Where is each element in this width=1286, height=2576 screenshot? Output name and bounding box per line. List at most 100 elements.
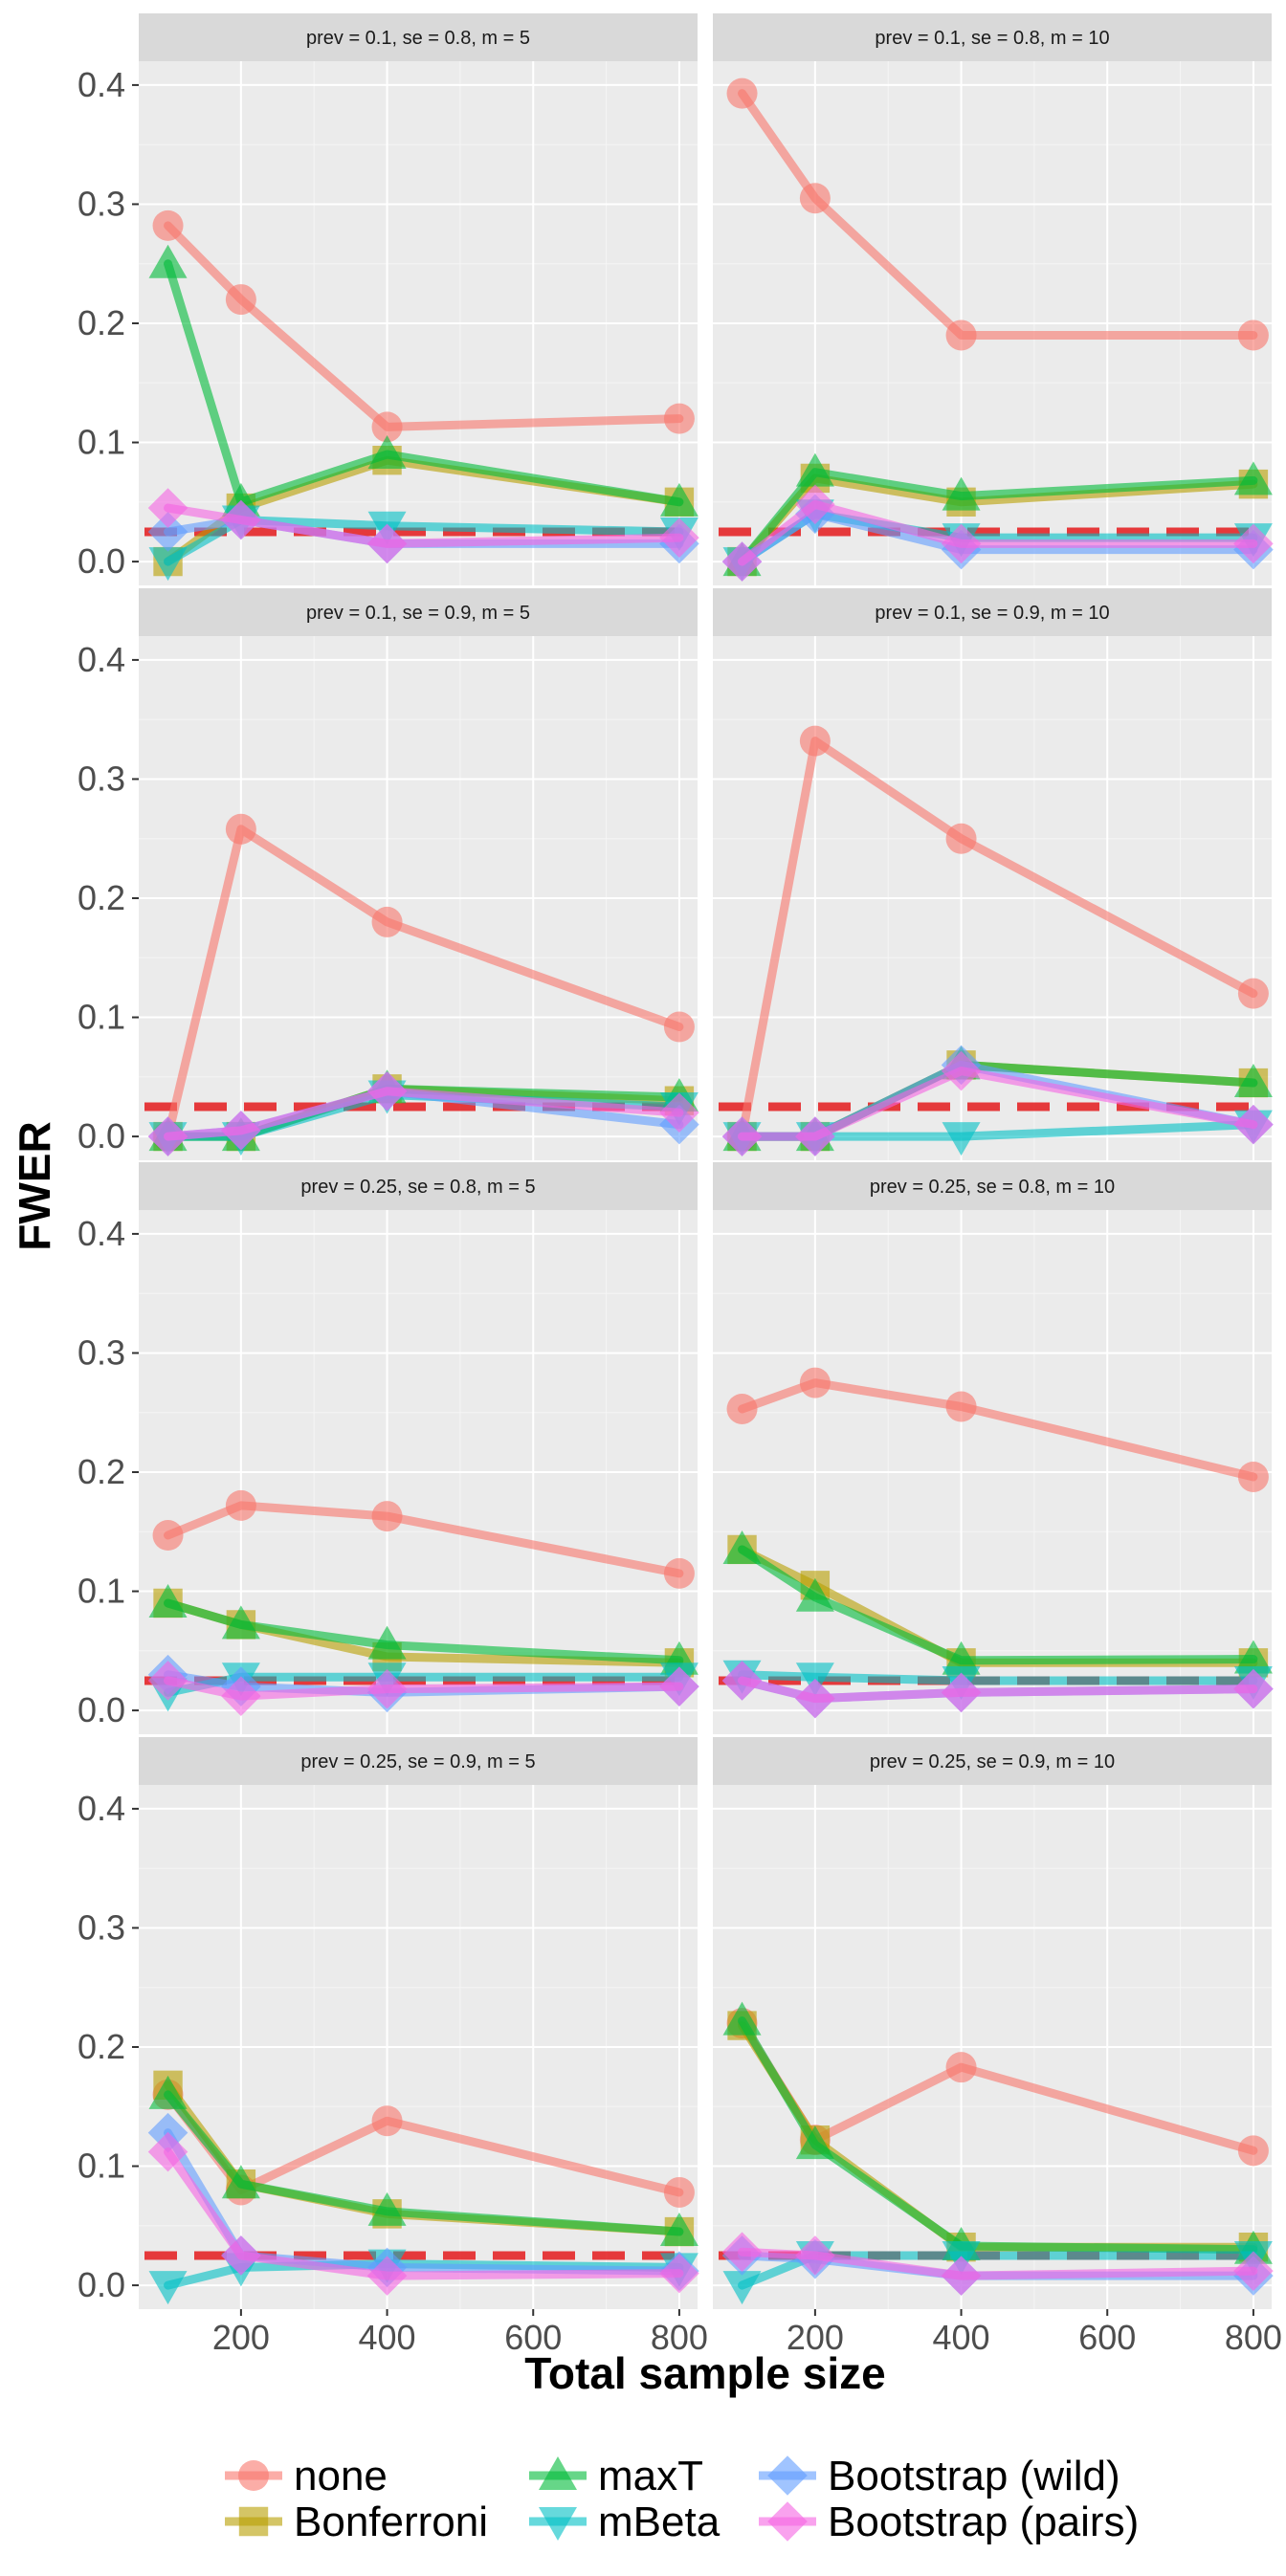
legend-key-marker: [539, 2456, 577, 2490]
series-bootstrap-pairs: [721, 484, 1274, 582]
y-tick-label: 0.0: [78, 2265, 125, 2304]
series-bootstrap-pairs: [721, 1661, 1274, 1719]
data-point-maxt: [795, 2125, 834, 2160]
data-point-none: [1237, 1461, 1269, 1492]
data-point-none: [225, 284, 256, 316]
y-tick-label: 0.3: [78, 1332, 125, 1372]
x-tick-label: 400: [359, 2318, 416, 2357]
series-none: [726, 77, 1269, 351]
series-bootstrap-pairs: [147, 488, 699, 564]
data-point-bootstrap-wild: [147, 512, 188, 552]
series-line-maxt: [738, 468, 1258, 566]
legend-label: Bonferroni: [294, 2499, 488, 2545]
series-line-maxt: [164, 1598, 684, 1665]
data-point-none: [945, 319, 977, 351]
data-point-maxt: [367, 2191, 407, 2226]
data-point-mbeta: [722, 2271, 762, 2305]
series-line-none: [164, 1501, 684, 1578]
legend-key-marker: [767, 2501, 808, 2542]
data-point-bootstrap-pairs: [795, 2235, 835, 2276]
series-line-bootstrap-pairs: [738, 2247, 1258, 2280]
series-line-none: [738, 1378, 1258, 1482]
data-point-bootstrap-pairs: [941, 523, 982, 564]
data-point-bootstrap-pairs: [366, 2256, 408, 2296]
data-point-bootstrap-pairs: [366, 1070, 408, 1112]
y-tick-label: 0.4: [78, 65, 125, 104]
series-line-bootstrap-pairs: [738, 1067, 1258, 1141]
facet-strip: [139, 588, 698, 636]
facet-title: prev = 0.1, se = 0.9, m = 5: [306, 603, 530, 624]
data-point-bootstrap-pairs: [721, 2232, 763, 2273]
data-point-none: [799, 1367, 831, 1398]
series-line-bootstrap-pairs: [738, 499, 1258, 566]
series-line-bootstrap-pairs: [164, 2147, 684, 2280]
facet-strip: [713, 13, 1272, 61]
data-point-none: [152, 209, 184, 241]
series-line-bootstrap-pairs: [164, 1676, 684, 1701]
series-bootstrap-pairs: [147, 1070, 699, 1156]
data-point-none: [225, 1489, 256, 1521]
y-tick-label: 0.2: [78, 878, 125, 917]
facet-title: prev = 0.25, se = 0.8, m = 10: [870, 1177, 1115, 1198]
data-point-bootstrap-pairs: [147, 2131, 188, 2172]
data-point-none: [1237, 978, 1269, 1009]
data-point-bootstrap-pairs: [147, 1661, 188, 1701]
data-point-bootstrap-pairs: [366, 1668, 408, 1709]
legend-label: Bootstrap (wild): [828, 2453, 1120, 2499]
facet-strip: [139, 1737, 698, 1785]
data-point-maxt: [148, 1584, 188, 1618]
data-point-maxt: [367, 435, 407, 469]
y-tick-label: 0.1: [78, 998, 125, 1037]
data-point-maxt: [942, 476, 981, 511]
panel-2: prev = 0.1, se = 0.8, m = 10: [713, 13, 1274, 585]
data-point-maxt: [659, 2213, 698, 2247]
legend-entry-none: none: [225, 2453, 388, 2499]
data-point-none: [371, 411, 403, 443]
series-line-bootstrap-pairs: [164, 1087, 684, 1141]
data-point-bootstrap-pairs: [659, 1092, 699, 1133]
panel-1: prev = 0.1, se = 0.8, m = 5 0.0 0.1 0.2 0.3 0…: [78, 13, 699, 585]
data-point-none: [799, 183, 831, 214]
panel-7: prev = 0.25, se = 0.9, m = 5 0.0 0.1 0.2 0.3…: [78, 1737, 708, 2357]
y-tick-label: 0.1: [78, 423, 125, 462]
series-line-none: [738, 89, 1258, 340]
data-point-bootstrap-pairs: [941, 1672, 982, 1713]
legend-label: mBeta: [598, 2499, 721, 2545]
facet-title: prev = 0.1, se = 0.9, m = 10: [875, 603, 1109, 624]
data-point-none: [225, 813, 256, 845]
data-point-bootstrap-pairs: [1233, 1104, 1274, 1145]
data-point-bootstrap-pairs: [221, 1111, 261, 1151]
x-tick-label: 600: [1078, 2318, 1136, 2357]
y-tick-label: 0.4: [78, 1214, 125, 1253]
data-point-none: [726, 77, 758, 109]
y-tick-label: 0.0: [78, 1690, 125, 1729]
data-point-bootstrap-pairs: [795, 1116, 835, 1156]
legend-label: Bootstrap (pairs): [828, 2499, 1139, 2545]
series-line-maxt: [164, 259, 684, 507]
legend-entry-maxt: maxT: [529, 2453, 703, 2499]
data-point-bootstrap-pairs: [1233, 2251, 1274, 2291]
data-point-maxt: [1233, 1064, 1273, 1098]
data-point-none: [799, 725, 831, 757]
series-line-maxt: [164, 2090, 684, 2236]
legend-key-marker: [238, 2460, 269, 2491]
data-point-none: [371, 2105, 403, 2137]
panel-5: prev = 0.25, se = 0.8, m = 5 0.0 0.1 0.2 0.3…: [78, 1162, 699, 1734]
data-point-bootstrap-pairs: [147, 1116, 188, 1156]
series-line-maxt: [738, 2016, 1258, 2255]
legend-key-marker: [767, 2455, 808, 2496]
data-point-bootstrap-pairs: [659, 1666, 699, 1706]
series-none: [152, 1489, 695, 1589]
data-point-none: [371, 906, 403, 937]
series-line-none: [738, 737, 1258, 1141]
y-tick-label: 0.4: [78, 1789, 125, 1828]
panel-3: prev = 0.1, se = 0.9, m = 5 0.0 0.1 0.2 0.3 0…: [78, 588, 699, 1160]
facet-strip: [139, 13, 698, 61]
data-point-mbeta: [148, 2271, 188, 2305]
data-point-bootstrap-pairs: [659, 2253, 699, 2294]
data-point-none: [945, 823, 977, 854]
y-tick-label: 0.0: [78, 541, 125, 581]
y-tick-label: 0.2: [78, 1452, 125, 1491]
facet-strip: [713, 1162, 1272, 1210]
